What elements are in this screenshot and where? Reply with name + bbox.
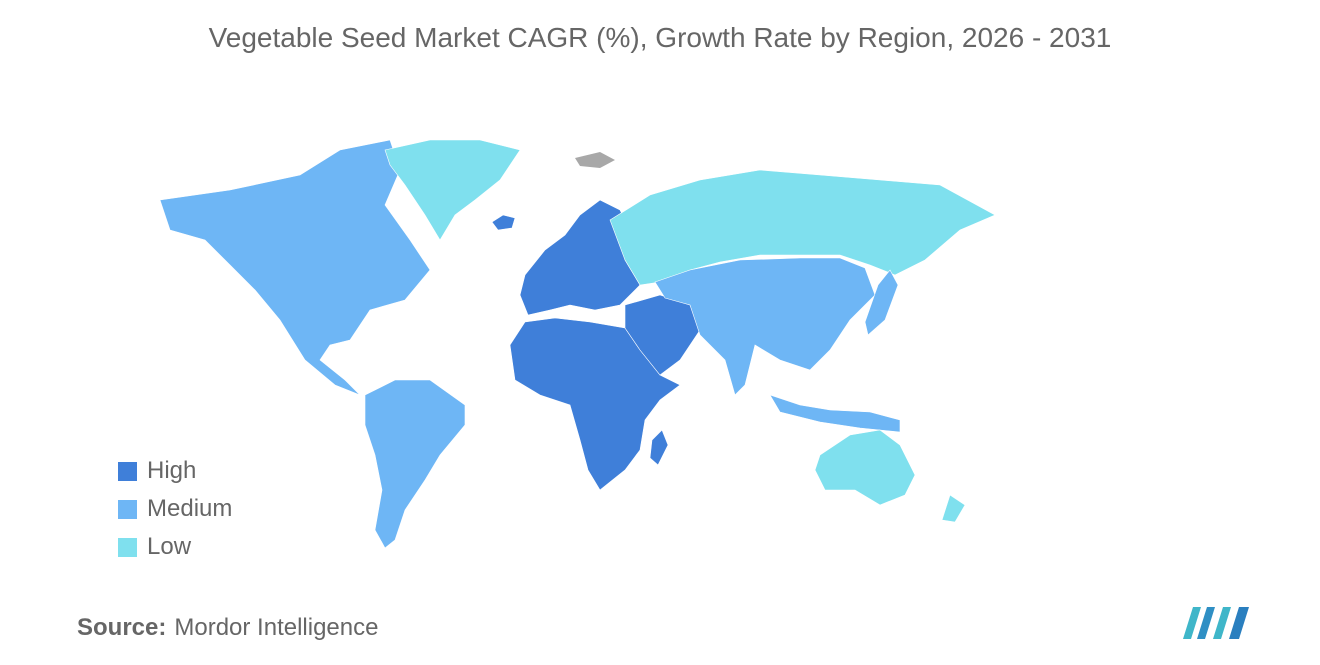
region-greenland <box>384 140 521 241</box>
legend-item-medium: Medium <box>118 490 232 528</box>
region-asia <box>654 257 876 396</box>
legend-label-low: Low <box>147 533 192 560</box>
region-australia <box>814 429 916 506</box>
chart-title: Vegetable Seed Market CAGR (%), Growth R… <box>208 22 1112 53</box>
region-africa <box>509 317 681 491</box>
region-south-america <box>364 379 466 549</box>
mordor-intelligence-logo-icon <box>1183 607 1249 639</box>
source-value: Mordor Intelligence <box>174 614 379 641</box>
legend-swatch-high <box>118 461 137 481</box>
source-label: Source: <box>77 614 167 641</box>
region-japan <box>864 269 899 336</box>
region-no-data <box>575 152 615 168</box>
region-north-america <box>159 140 431 396</box>
legend-item-high: High <box>118 452 232 490</box>
legend-swatch-medium <box>118 499 137 519</box>
map-legend: High Medium Low <box>118 452 232 566</box>
source-note: Source: Mordor Intelligence <box>77 614 378 642</box>
region-southeast-asia-islands <box>769 394 901 433</box>
legend-item-low: Low <box>118 528 232 566</box>
region-iceland <box>491 214 516 231</box>
region-new-zealand <box>941 494 966 523</box>
legend-label-medium: Medium <box>147 495 233 522</box>
region-madagascar <box>649 429 669 466</box>
world-map <box>159 140 996 549</box>
legend-label-high: High <box>147 457 197 484</box>
legend-swatch-low <box>118 537 137 557</box>
